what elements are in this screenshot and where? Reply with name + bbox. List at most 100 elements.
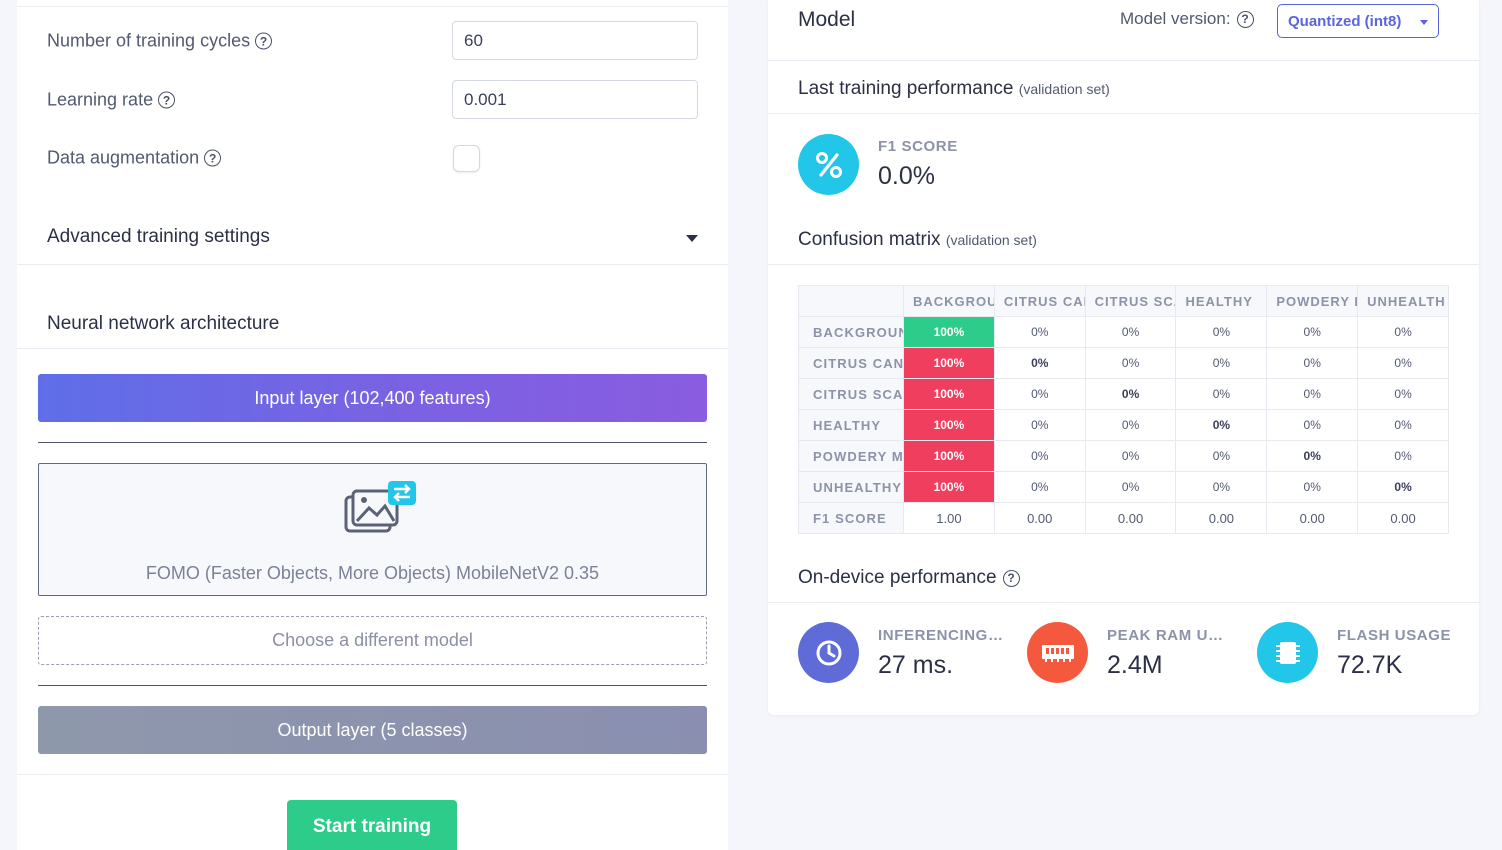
input-layer-block[interactable]: Input layer (102,400 features) [38,374,707,422]
matrix-cell: 0% [1175,316,1268,348]
matrix-f1-row: F1 SCORE 1.00 0.00 0.00 0.00 0.00 0.00 [798,502,1449,534]
matrix-cell: 0% [1084,378,1177,410]
matrix-cell: 0% [1266,440,1359,472]
matrix-cell: 0% [1175,471,1268,503]
matrix-cell: 0.00 [1266,502,1359,534]
matrix-row: BACKGROUN 100% 0% 0% 0% 0% 0% [798,316,1449,348]
f1-score-label: F1 SCORE [878,138,958,155]
matrix-cell: 100% [903,378,995,410]
training-cycles-input[interactable] [452,21,698,60]
help-icon[interactable]: ? [1236,10,1254,28]
matrix-row: POWDERY M 100% 0% 0% 0% 0% 0% [798,440,1449,472]
percent-icon [798,134,859,195]
ram-icon [1027,622,1088,683]
divider [768,602,1479,603]
matrix-column-header: UNHEALTH [1357,285,1449,317]
matrix-cell: 0% [1357,347,1449,379]
matrix-cell: 0% [993,440,1086,472]
matrix-cell: 0% [993,471,1086,503]
matrix-cell: 0% [1357,471,1449,503]
learning-rate-row: Learning rate ? [47,80,698,120]
matrix-column-header: BACKGROU [903,285,995,317]
matrix-cell: 1.00 [903,502,995,534]
advanced-settings-label: Advanced training settings [47,226,270,247]
matrix-row-label: HEALTHY [798,409,904,441]
help-icon[interactable]: ? [255,32,273,50]
matrix-row-label: BACKGROUN [798,316,904,348]
data-augmentation-label: Data augmentation ? [47,148,222,169]
matrix-row: CITRUS SCAE 100% 0% 0% 0% 0% 0% [798,378,1449,410]
data-augmentation-checkbox[interactable] [453,145,480,172]
matrix-cell: 0% [1084,409,1177,441]
matrix-cell: 0% [1266,378,1359,410]
peak-ram-value: 2.4M [1107,651,1163,679]
matrix-cell: 0% [1357,378,1449,410]
chevron-down-icon [686,235,698,242]
matrix-cell: 100% [903,440,995,472]
matrix-cell: 0% [1357,440,1449,472]
divider [768,264,1479,265]
matrix-cell: 100% [903,471,995,503]
matrix-cell: 0% [993,409,1086,441]
f1-score-value: 0.0% [878,162,935,190]
learning-rate-label: Learning rate ? [47,90,176,111]
help-icon[interactable]: ? [1002,569,1020,587]
matrix-cell: 0% [1084,347,1177,379]
flash-usage-value: 72.7K [1337,651,1403,679]
matrix-cell: 0% [1266,347,1359,379]
divider [17,774,728,775]
matrix-cell: 0.00 [993,502,1086,534]
confusion-matrix-title: Confusion matrix (validation set) [798,229,1037,250]
matrix-cell: 0% [1357,316,1449,348]
matrix-row: UNHEALTHY 100% 0% 0% 0% 0% 0% [798,471,1449,503]
matrix-cell: 0% [1266,316,1359,348]
model-name: FOMO (Faster Objects, More Objects) Mobi… [145,563,600,583]
matrix-column-header: HEALTHY [1175,285,1268,317]
matrix-row: CITRUS CANI 100% 0% 0% 0% 0% 0% [798,347,1449,379]
architecture-title: Neural network architecture [47,313,280,334]
model-card[interactable]: FOMO (Faster Objects, More Objects) Mobi… [38,463,707,596]
inferencing-time-label: INFERENCING ... [878,627,1003,644]
model-panel: Model Model version: ? Quantized (int8) … [768,0,1479,715]
matrix-cell: 0% [993,316,1086,348]
matrix-cell: 0% [993,378,1086,410]
divider [768,113,1479,114]
help-icon[interactable]: ? [204,149,222,167]
divider [17,6,728,7]
divider [17,264,728,265]
start-training-button[interactable]: Start training [287,800,457,850]
matrix-cell: 100% [903,409,995,441]
caret-down-icon [1420,20,1428,25]
confusion-matrix: BACKGROU CITRUS CAN CITRUS SCA HEALTHY POWDE… [798,285,1449,534]
matrix-cell: 0% [1084,440,1177,472]
choose-model-button[interactable]: Choose a different model [38,616,707,665]
chip-icon [1257,622,1318,683]
help-icon[interactable]: ? [158,91,176,109]
divider [38,442,707,443]
learning-rate-input[interactable] [452,80,698,119]
matrix-cell: 100% [903,347,995,379]
last-performance-title: Last training performance (validation se… [798,78,1110,99]
output-layer-block[interactable]: Output layer (5 classes) [38,706,707,754]
matrix-cell: 100% [903,316,995,348]
matrix-cell: 0% [1175,347,1268,379]
inferencing-time-value: 27 ms. [878,651,954,679]
matrix-cell: 0% [1175,378,1268,410]
matrix-cell: 0% [1266,471,1359,503]
matrix-column-header: CITRUS SCA [1084,285,1177,317]
matrix-cell: 0% [1175,440,1268,472]
matrix-row-label: CITRUS SCAE [798,378,904,410]
training-cycles-label: Number of training cycles ? [47,31,273,52]
matrix-row-label: POWDERY M [798,440,904,472]
training-settings-panel: Number of training cycles ? Learning rat… [17,0,728,850]
matrix-cell: 0% [993,347,1086,379]
divider [768,60,1479,61]
matrix-cell: 0% [1084,316,1177,348]
training-cycles-row: Number of training cycles ? [47,21,698,61]
peak-ram-label: PEAK RAM US... [1107,627,1232,644]
model-title: Model [798,8,856,31]
matrix-row: HEALTHY 100% 0% 0% 0% 0% 0% [798,409,1449,441]
model-version-select[interactable]: Quantized (int8) [1277,4,1439,38]
advanced-settings-toggle[interactable]: Advanced training settings [47,220,698,256]
data-augmentation-row: Data augmentation ? [47,138,698,178]
